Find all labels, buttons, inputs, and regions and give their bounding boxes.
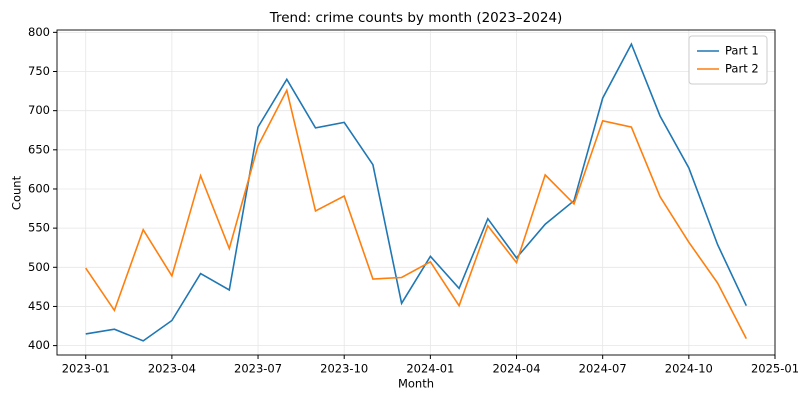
legend-label: Part 2 bbox=[725, 62, 759, 76]
y-tick-label: 700 bbox=[28, 103, 50, 117]
series-line bbox=[85, 42, 748, 342]
x-tick-label: 2024-07 bbox=[579, 362, 627, 376]
y-tick-label: 800 bbox=[28, 25, 50, 39]
y-tick-label: 750 bbox=[28, 64, 50, 78]
x-tick-label: 2023-07 bbox=[234, 362, 282, 376]
y-tick-label: 600 bbox=[28, 181, 50, 195]
plot-frame bbox=[56, 29, 776, 356]
x-tick-label: 2024-04 bbox=[492, 362, 540, 376]
x-axis-label: Month bbox=[398, 377, 434, 391]
y-tick-label: 650 bbox=[28, 142, 50, 156]
y-tick-label: 550 bbox=[28, 221, 50, 235]
x-tick-label: 2023-01 bbox=[62, 362, 110, 376]
y-tick-label: 400 bbox=[28, 338, 50, 352]
x-tick-label: 2025-01 bbox=[751, 362, 799, 376]
x-tick-label: 2024-10 bbox=[665, 362, 713, 376]
chart-title: Trend: crime counts by month (2023–2024) bbox=[269, 10, 563, 26]
y-tick-label: 450 bbox=[28, 299, 50, 313]
x-tick-label: 2023-10 bbox=[320, 362, 368, 376]
legend-box bbox=[688, 35, 768, 85]
x-tick-label: 2023-04 bbox=[148, 362, 196, 376]
legend-label: Part 1 bbox=[725, 44, 759, 58]
series-line bbox=[85, 88, 748, 339]
x-tick-label: 2024-01 bbox=[406, 362, 454, 376]
y-axis-label: Count bbox=[10, 175, 24, 210]
y-tick-label: 500 bbox=[28, 260, 50, 274]
